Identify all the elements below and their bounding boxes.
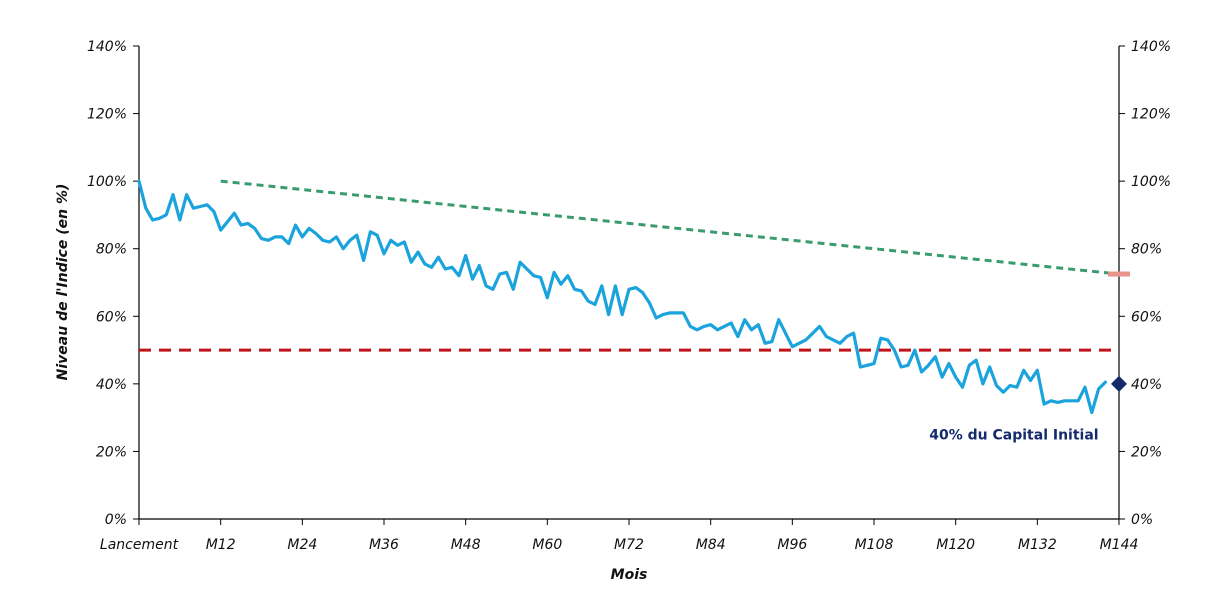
left-tick-label: 0%	[105, 512, 127, 528]
x-tick-label: M120	[936, 537, 975, 553]
x-tick-label: M96	[777, 537, 807, 553]
left-tick-label: 100%	[87, 174, 127, 190]
x-tick-label: M144	[1100, 537, 1139, 553]
end-marker-bar	[1108, 271, 1130, 277]
left-tick-label: 120%	[87, 107, 127, 123]
x-tick-label: M60	[532, 537, 562, 553]
right-tick-label: 40%	[1131, 377, 1162, 393]
x-tick-label: M72	[614, 537, 644, 553]
marker-layer	[1108, 271, 1130, 392]
x-tick-label: M36	[369, 537, 399, 553]
left-tick-label: 20%	[96, 444, 127, 460]
annotation-layer: 40% du Capital Initial	[929, 428, 1098, 444]
x-axis: Lancement M12 M24 M36 M48 M60 M72 M84 M96 M108 M12…	[100, 518, 1139, 553]
x-tick-label: M84	[696, 537, 726, 553]
left-tick-label: 140%	[87, 39, 127, 55]
annotation-label: 40% du Capital Initial	[929, 428, 1098, 444]
y-axis-title: Niveau de l'Indice (en %)	[55, 184, 71, 381]
x-tick-label: M48	[451, 537, 481, 553]
right-tick-label: 0%	[1131, 512, 1153, 528]
right-tick-label: 60%	[1131, 309, 1162, 325]
right-tick-label: 100%	[1131, 174, 1171, 190]
series-line-1	[137, 179, 1108, 415]
series-layer	[137, 179, 1120, 415]
right-tick-label: 80%	[1131, 242, 1162, 258]
right-tick-label: 140%	[1131, 39, 1171, 55]
left-tick-label: 40%	[96, 377, 127, 393]
left-y-axis: 0% 20% 40% 60% 80% 100% 120% 140%	[87, 39, 140, 528]
x-tick-label: M24	[287, 537, 317, 553]
left-tick-label: 80%	[96, 242, 127, 258]
right-y-axis: 0% 20% 40% 60% 80% 100% 120% 140%	[1118, 39, 1171, 528]
left-tick-label: 60%	[96, 309, 127, 325]
series-line-2	[220, 179, 1120, 276]
x-tick-label: Lancement	[100, 537, 179, 553]
right-tick-label: 120%	[1131, 107, 1171, 123]
x-tick-label: M12	[206, 537, 236, 553]
x-tick-label: M132	[1018, 537, 1057, 553]
x-axis-title: Mois	[611, 567, 648, 583]
x-tick-label: M108	[855, 537, 894, 553]
right-tick-label: 20%	[1131, 444, 1162, 460]
end-marker-diamond	[1111, 375, 1127, 392]
